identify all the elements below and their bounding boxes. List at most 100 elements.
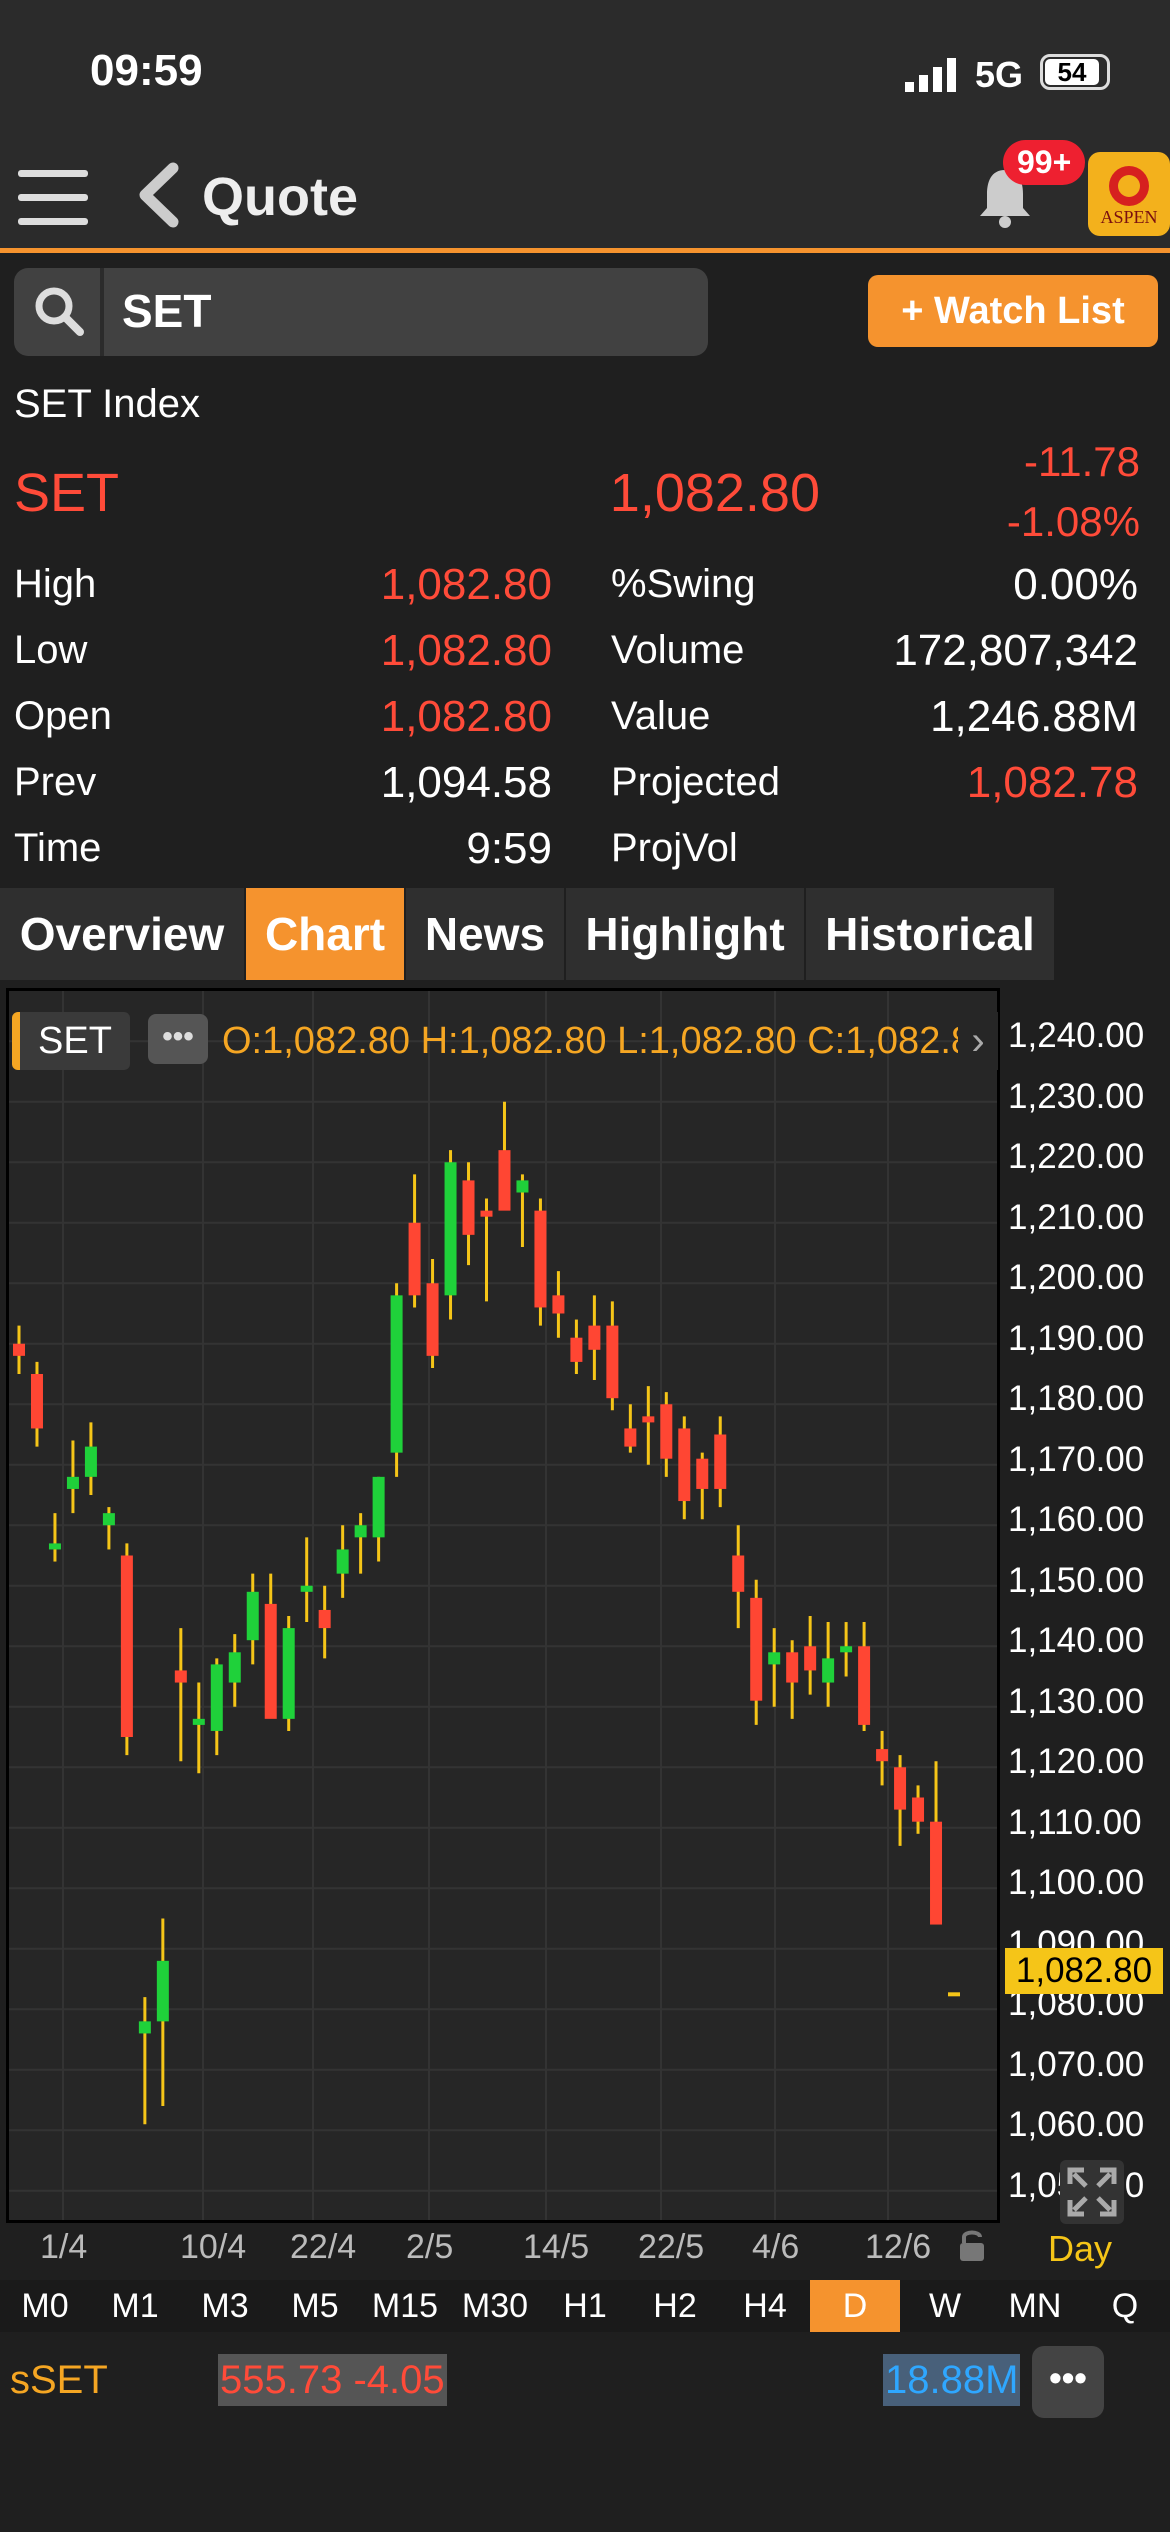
candle-body bbox=[678, 1428, 691, 1502]
candle-body bbox=[930, 1821, 943, 1925]
tab-highlight[interactable]: Highlight bbox=[566, 888, 804, 980]
battery-icon: 54 bbox=[1040, 54, 1110, 90]
candle bbox=[804, 1616, 817, 1695]
tab-overview[interactable]: Overview bbox=[0, 888, 244, 980]
candlestick-chart[interactable] bbox=[9, 991, 997, 2220]
search-input-value[interactable]: SET bbox=[122, 285, 212, 337]
tab-news[interactable]: News bbox=[406, 888, 564, 980]
candle bbox=[102, 1507, 115, 1550]
hamburger-menu-icon[interactable] bbox=[18, 170, 88, 226]
price-tick-label: 1,120.00 bbox=[1008, 1742, 1145, 1782]
tab-historical[interactable]: Historical bbox=[806, 888, 1054, 980]
tab-chart[interactable]: Chart bbox=[246, 888, 404, 980]
candle-body bbox=[624, 1428, 637, 1447]
timeframe-m30[interactable]: M30 bbox=[461, 2287, 529, 2325]
timeframe-q[interactable]: Q bbox=[1111, 2287, 1139, 2325]
chart-symbol-chip[interactable]: SET bbox=[12, 1012, 130, 1070]
candle-body bbox=[606, 1325, 619, 1399]
candle bbox=[48, 1513, 61, 1562]
candle-body bbox=[300, 1585, 313, 1592]
candle-body bbox=[516, 1180, 529, 1193]
candle bbox=[462, 1162, 475, 1266]
timeframe-m5[interactable]: M5 bbox=[291, 2287, 339, 2325]
candle-body bbox=[228, 1652, 241, 1683]
timeframe-h4[interactable]: H4 bbox=[743, 2287, 787, 2325]
stat-label: Low bbox=[14, 628, 88, 672]
period-label[interactable]: Day bbox=[1048, 2228, 1113, 2269]
stat-value: 1,094.58 bbox=[380, 758, 552, 807]
candle-body bbox=[66, 1476, 79, 1489]
candle bbox=[570, 1319, 583, 1374]
candle bbox=[498, 1101, 511, 1211]
candle bbox=[84, 1422, 97, 1495]
candle bbox=[732, 1525, 745, 1629]
candle bbox=[444, 1150, 457, 1320]
stat-label: Volume bbox=[611, 628, 745, 672]
network-type: 5G bbox=[975, 54, 1024, 95]
candle-body bbox=[408, 1222, 421, 1296]
candle-body bbox=[444, 1162, 457, 1296]
timeframe-h1[interactable]: H1 bbox=[563, 2287, 607, 2325]
lock-icon[interactable] bbox=[958, 2228, 986, 2262]
symbol-search-field[interactable]: SET bbox=[14, 268, 708, 356]
ticker-symbol[interactable]: sSET bbox=[10, 2358, 108, 2402]
candle bbox=[534, 1198, 547, 1326]
date-tick-label: 4/6 bbox=[752, 2228, 800, 2266]
expand-icon[interactable] bbox=[1060, 2160, 1124, 2224]
timeframe-d[interactable]: D bbox=[810, 2280, 900, 2332]
candle bbox=[786, 1640, 799, 1719]
stat-label: Prev bbox=[14, 760, 97, 804]
candle bbox=[66, 1440, 79, 1514]
timeframe-h2[interactable]: H2 bbox=[653, 2287, 697, 2325]
page-title: Quote bbox=[202, 167, 358, 227]
candle-body bbox=[498, 1150, 511, 1211]
symbol-code: SET bbox=[14, 463, 120, 523]
candle-body bbox=[534, 1210, 547, 1308]
price-tick-label: 1,240.00 bbox=[1008, 1016, 1145, 1056]
candle-body bbox=[336, 1549, 349, 1574]
search-icon bbox=[35, 287, 84, 336]
candle bbox=[552, 1271, 565, 1338]
candle bbox=[606, 1301, 619, 1411]
price-chart[interactable] bbox=[6, 988, 1000, 2223]
candle-body bbox=[462, 1180, 475, 1235]
back-chevron-icon[interactable] bbox=[135, 162, 185, 228]
stat-value: 1,082.80 bbox=[380, 626, 552, 675]
candle-body bbox=[732, 1555, 745, 1592]
ticker-more-button[interactable]: ••• bbox=[1032, 2346, 1104, 2418]
bottom-ticker[interactable]: sSET 555.73 -4.05 18.88M ••• bbox=[0, 2336, 1170, 2532]
candle bbox=[894, 1755, 907, 1846]
add-watch-list-button[interactable]: + Watch List bbox=[868, 275, 1158, 347]
candle bbox=[264, 1573, 277, 1719]
candle bbox=[300, 1537, 313, 1623]
chart-more-button[interactable]: ••• bbox=[148, 1014, 208, 1064]
stat-value: 172,807,342 bbox=[893, 626, 1138, 675]
candle bbox=[642, 1386, 655, 1465]
candle-body bbox=[588, 1325, 601, 1350]
candle-body bbox=[192, 1718, 205, 1725]
candle bbox=[678, 1416, 691, 1520]
timeframe-m3[interactable]: M3 bbox=[201, 2287, 249, 2325]
price-change-percent: -1.08% bbox=[1006, 498, 1140, 545]
price-tick-label: 1,160.00 bbox=[1008, 1500, 1145, 1540]
aspen-logo[interactable]: ASPEN bbox=[1088, 152, 1170, 236]
candle-body bbox=[426, 1283, 439, 1356]
chevron-right-icon[interactable]: › bbox=[958, 1012, 998, 1070]
timeframe-m15[interactable]: M15 bbox=[371, 2287, 439, 2325]
candle-body bbox=[48, 1543, 61, 1550]
candle-body bbox=[480, 1210, 493, 1217]
notification-badge[interactable]: 99+ bbox=[1003, 140, 1086, 185]
candle bbox=[318, 1585, 331, 1659]
timeframe-m1[interactable]: M1 bbox=[111, 2287, 159, 2325]
price-tick-label: 1,190.00 bbox=[1008, 1318, 1145, 1358]
candle bbox=[876, 1730, 889, 1786]
timeframe-mn[interactable]: MN bbox=[1008, 2287, 1062, 2325]
timeframe-w[interactable]: W bbox=[928, 2287, 962, 2325]
battery-level: 54 bbox=[1045, 59, 1099, 85]
date-tick-label: 10/4 bbox=[180, 2228, 247, 2266]
timeframe-m0[interactable]: M0 bbox=[21, 2287, 69, 2325]
candle bbox=[840, 1622, 853, 1677]
candle-body bbox=[894, 1767, 907, 1810]
candle bbox=[282, 1616, 295, 1731]
candle-body bbox=[156, 1960, 169, 2022]
